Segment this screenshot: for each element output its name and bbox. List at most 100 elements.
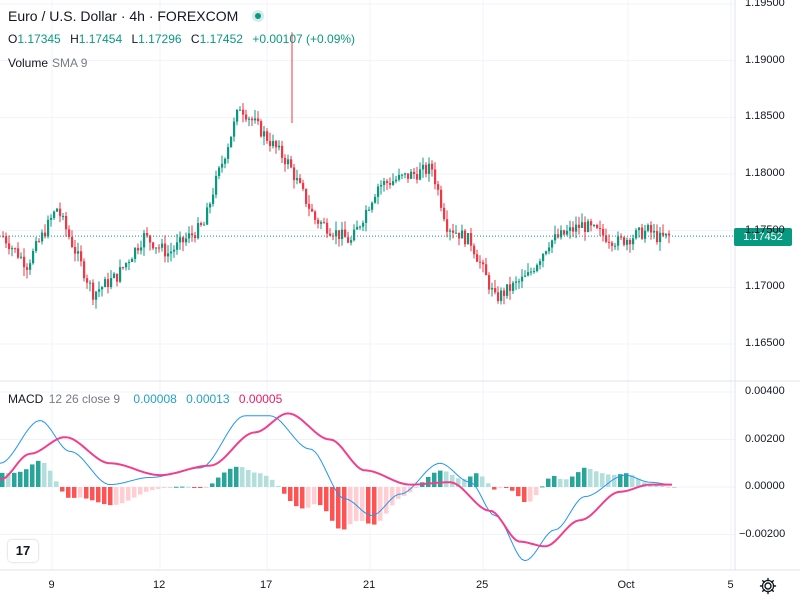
candle-body — [539, 261, 542, 265]
candle-body — [281, 145, 284, 158]
candle-body — [470, 233, 473, 246]
candle-body — [584, 222, 587, 232]
candle-body — [389, 182, 392, 185]
candle-body — [218, 167, 221, 177]
candle-body — [530, 271, 533, 273]
histogram-bar — [54, 481, 59, 487]
candle-body — [542, 253, 545, 262]
macd-label[interactable]: MACD — [8, 392, 44, 406]
change-value: +0.00107 (+0.09%) — [252, 32, 356, 46]
candle-body — [200, 223, 203, 225]
candle-body — [122, 267, 125, 269]
candle-body — [479, 261, 482, 263]
tradingview-logo-icon[interactable]: 17 — [8, 540, 38, 562]
candle-body — [491, 288, 494, 290]
volume-label[interactable]: Volume — [8, 56, 49, 70]
histogram-bar — [228, 468, 233, 487]
candle-body — [161, 243, 164, 248]
candle-body — [323, 222, 326, 224]
time-tick-label: 17 — [260, 579, 273, 591]
histogram-bar — [594, 471, 599, 487]
time-tick-label: 21 — [363, 579, 376, 591]
candle-body — [308, 203, 311, 209]
histogram-bar — [312, 487, 317, 505]
volume-legend[interactable]: Volume SMA 9 — [8, 56, 87, 70]
candle-body — [275, 141, 278, 148]
candle-body — [284, 157, 287, 165]
candle-body — [497, 292, 500, 302]
candle-body — [527, 272, 530, 276]
candle-body — [29, 263, 32, 270]
macd-legend[interactable]: MACD 12 26 close 9 0.00008 0.00013 0.000… — [8, 392, 282, 406]
candle-body — [119, 267, 122, 282]
candle-body — [2, 236, 5, 238]
candle-body — [461, 230, 464, 239]
candle-body — [56, 208, 59, 212]
histogram-bar — [600, 473, 605, 487]
candle-body — [569, 227, 572, 231]
histogram-bar — [666, 486, 671, 488]
high-label: H — [70, 32, 79, 46]
symbol-title[interactable]: Euro / U.S. Dollar · 4h · FOREXCOM — [8, 8, 265, 24]
gear-icon[interactable] — [759, 577, 777, 595]
candle-body — [140, 247, 143, 251]
candle-body — [290, 159, 293, 168]
histogram-bar — [462, 478, 467, 487]
histogram-bar — [618, 474, 623, 487]
macd-params: 12 26 close 9 — [48, 392, 121, 406]
candle-body — [236, 110, 239, 122]
candle-body — [518, 281, 521, 283]
candle-body — [293, 167, 296, 181]
signal-value: 0.00013 — [186, 392, 230, 406]
histogram-bar — [528, 487, 533, 502]
histogram-bar — [564, 479, 569, 487]
histogram-bar — [246, 469, 251, 487]
candle-body — [602, 228, 605, 236]
histogram-bar — [240, 467, 245, 487]
candle-body — [482, 262, 485, 265]
candle-body — [23, 256, 26, 268]
candle-body — [464, 230, 467, 245]
histogram-bar — [60, 487, 65, 492]
candle-body — [302, 182, 305, 189]
histogram-bar — [138, 487, 143, 495]
candle-body — [440, 189, 443, 208]
current-price-label: 1.17452 — [734, 228, 792, 246]
candle-body — [266, 131, 269, 141]
candle-body — [113, 273, 116, 279]
candle-body — [149, 235, 152, 243]
candle-body — [407, 173, 410, 179]
histogram-bar — [84, 487, 89, 499]
candle-body — [83, 261, 86, 279]
candle-body — [317, 219, 320, 224]
candle-body — [212, 194, 215, 204]
histogram-bar — [78, 487, 83, 498]
histogram-bar — [108, 487, 113, 506]
open-value: 1.17345 — [17, 32, 61, 46]
histogram-bar — [144, 487, 149, 492]
candle-body — [254, 118, 257, 121]
candle-body — [221, 163, 224, 168]
candle-body — [134, 247, 137, 259]
histogram-bar — [606, 474, 611, 487]
histogram-value: 0.00005 — [238, 392, 283, 406]
candle-body — [398, 174, 401, 180]
histogram-bar — [534, 487, 539, 496]
histogram-bar — [288, 487, 293, 502]
histogram-bar — [660, 485, 665, 487]
candle-body — [299, 178, 302, 183]
candle-body — [647, 224, 650, 231]
histogram-bar — [624, 473, 629, 487]
candle-body — [146, 233, 149, 236]
histogram-bar — [396, 487, 401, 499]
histogram-bar — [630, 475, 635, 487]
candle-body — [38, 241, 41, 243]
histogram-bar — [378, 487, 383, 521]
candle-body — [206, 207, 209, 225]
symbol-title-text[interactable]: Euro / U.S. Dollar · 4h · FOREXCOM — [8, 8, 239, 24]
candle-body — [404, 173, 407, 175]
histogram-bar — [558, 478, 563, 487]
candle-body — [452, 230, 455, 233]
candle-body — [104, 279, 107, 288]
